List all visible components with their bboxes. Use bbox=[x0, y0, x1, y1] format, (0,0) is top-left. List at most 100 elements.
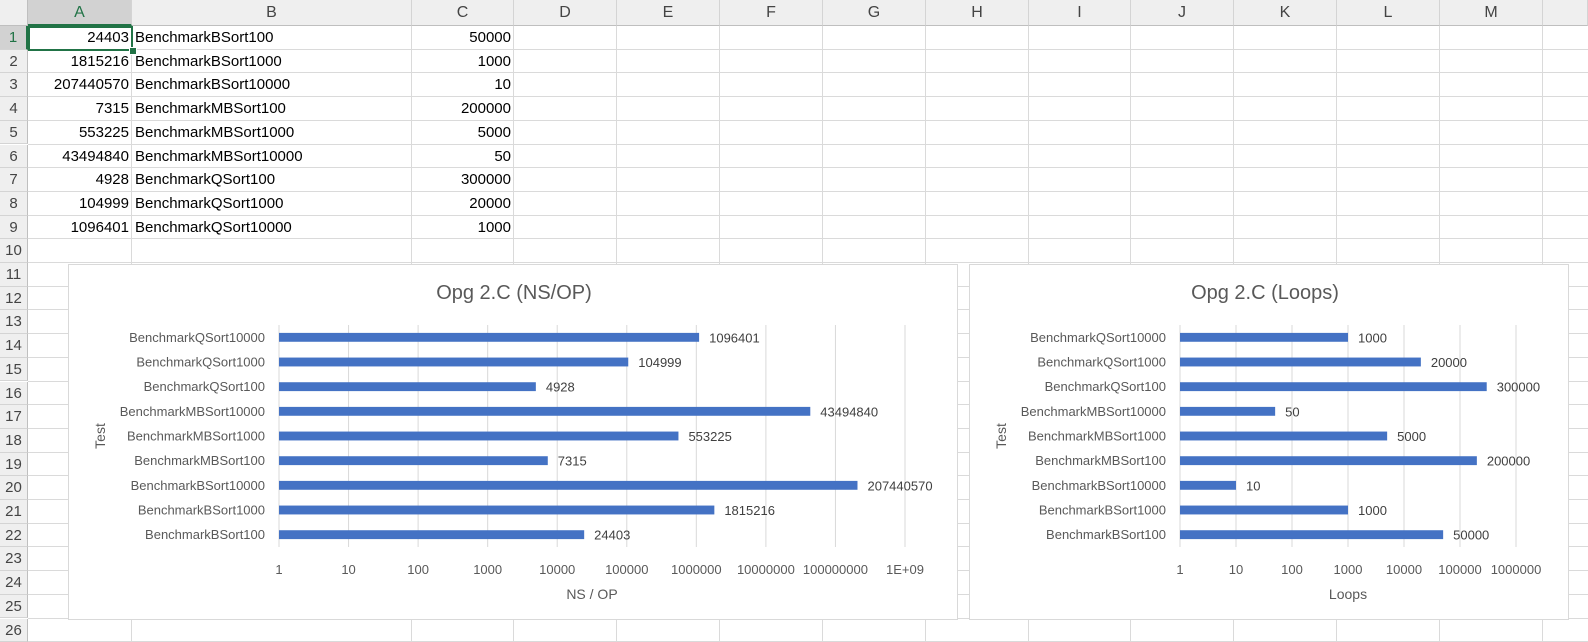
cell-b9[interactable]: BenchmarkQSort10000 bbox=[132, 216, 412, 240]
column-header-f[interactable]: F bbox=[720, 0, 823, 26]
y-category-label: BenchmarkMBSort10000 bbox=[120, 404, 265, 419]
cell-b2[interactable]: BenchmarkBSort1000 bbox=[132, 50, 412, 74]
y-category-label: BenchmarkMBSort1000 bbox=[127, 429, 265, 444]
cell-b8[interactable]: BenchmarkQSort1000 bbox=[132, 192, 412, 216]
cell-c3[interactable]: 10 bbox=[412, 73, 514, 97]
column-header-b[interactable]: B bbox=[132, 0, 412, 26]
y-category-label: BenchmarkQSort100 bbox=[1045, 379, 1166, 394]
row-header-5[interactable]: 5 bbox=[0, 121, 28, 145]
cell-a6[interactable]: 43494840 bbox=[28, 145, 132, 169]
row-header-20[interactable]: 20 bbox=[0, 476, 28, 500]
data-label: 300000 bbox=[1497, 380, 1540, 395]
x-tick-label: 100000000 bbox=[803, 562, 868, 577]
row-header-6[interactable]: 6 bbox=[0, 145, 28, 169]
row-header-2[interactable]: 2 bbox=[0, 50, 28, 74]
y-axis-title: Test bbox=[993, 423, 1009, 449]
row-header-17[interactable]: 17 bbox=[0, 405, 28, 429]
x-tick-label: 10000 bbox=[1386, 562, 1422, 577]
cell-b7[interactable]: BenchmarkQSort100 bbox=[132, 168, 412, 192]
column-header-h[interactable]: H bbox=[926, 0, 1029, 26]
data-label: 200000 bbox=[1487, 454, 1530, 469]
cell-b5[interactable]: BenchmarkMBSort1000 bbox=[132, 121, 412, 145]
row-header-23[interactable]: 23 bbox=[0, 547, 28, 571]
row-header-1[interactable]: 1 bbox=[0, 26, 28, 50]
row-header-18[interactable]: 18 bbox=[0, 429, 28, 453]
row-header-25[interactable]: 25 bbox=[0, 595, 28, 619]
cell-a7[interactable]: 4928 bbox=[28, 168, 132, 192]
column-header-m[interactable]: M bbox=[1440, 0, 1543, 26]
cell-c4[interactable]: 200000 bbox=[412, 97, 514, 121]
column-header-d[interactable]: D bbox=[514, 0, 617, 26]
x-tick-label: 1000000 bbox=[671, 562, 722, 577]
x-tick-label: 1000 bbox=[1334, 562, 1363, 577]
cell-c9[interactable]: 1000 bbox=[412, 216, 514, 240]
x-tick-label: 100 bbox=[1281, 562, 1303, 577]
data-label: 43494840 bbox=[820, 404, 878, 419]
x-tick-label: 1E+09 bbox=[886, 562, 924, 577]
cell-a2[interactable]: 1815216 bbox=[28, 50, 132, 74]
row-header-16[interactable]: 16 bbox=[0, 382, 28, 406]
cell-c6[interactable]: 50 bbox=[412, 145, 514, 169]
column-header-e[interactable]: E bbox=[617, 0, 720, 26]
row-header-21[interactable]: 21 bbox=[0, 500, 28, 524]
cell-b6[interactable]: BenchmarkMBSort10000 bbox=[132, 145, 412, 169]
cell-a3[interactable]: 207440570 bbox=[28, 73, 132, 97]
column-header-c[interactable]: C bbox=[412, 0, 514, 26]
y-category-label: BenchmarkMBSort1000 bbox=[1028, 429, 1166, 444]
cell-c5[interactable]: 5000 bbox=[412, 121, 514, 145]
data-label: 4928 bbox=[546, 380, 575, 395]
row-header-12[interactable]: 12 bbox=[0, 287, 28, 311]
row-header-22[interactable]: 22 bbox=[0, 524, 28, 548]
row-header-7[interactable]: 7 bbox=[0, 168, 28, 192]
data-label: 5000 bbox=[1397, 429, 1426, 444]
cell-b4[interactable]: BenchmarkMBSort100 bbox=[132, 97, 412, 121]
row-header-4[interactable]: 4 bbox=[0, 97, 28, 121]
column-header-j[interactable]: J bbox=[1131, 0, 1234, 26]
row-header-13[interactable]: 13 bbox=[0, 310, 28, 334]
cell-c2[interactable]: 1000 bbox=[412, 50, 514, 74]
select-all-corner[interactable] bbox=[0, 0, 28, 26]
cell-c1[interactable]: 50000 bbox=[412, 26, 514, 50]
column-header-a[interactable]: A bbox=[28, 0, 132, 26]
bar-BenchmarkQSort100 bbox=[279, 382, 536, 391]
bar-BenchmarkBSort100 bbox=[279, 530, 584, 539]
data-label: 1000 bbox=[1358, 503, 1387, 518]
column-header-k[interactable]: K bbox=[1234, 0, 1337, 26]
row-header-11[interactable]: 11 bbox=[0, 263, 28, 287]
gridline-horizontal bbox=[28, 262, 1588, 263]
row-header-14[interactable]: 14 bbox=[0, 334, 28, 358]
bar-BenchmarkBSort100 bbox=[1180, 530, 1443, 539]
row-header-10[interactable]: 10 bbox=[0, 239, 28, 263]
x-tick-label: 1 bbox=[1176, 562, 1183, 577]
column-header-l[interactable]: L bbox=[1337, 0, 1440, 26]
row-header-19[interactable]: 19 bbox=[0, 453, 28, 477]
y-category-label: BenchmarkMBSort10000 bbox=[1021, 404, 1166, 419]
cell-b3[interactable]: BenchmarkBSort10000 bbox=[132, 73, 412, 97]
column-header-g[interactable]: G bbox=[823, 0, 926, 26]
cell-c7[interactable]: 300000 bbox=[412, 168, 514, 192]
bar-BenchmarkBSort10000 bbox=[1180, 481, 1236, 490]
cell-a9[interactable]: 1096401 bbox=[28, 216, 132, 240]
cell-a8[interactable]: 104999 bbox=[28, 192, 132, 216]
row-header-8[interactable]: 8 bbox=[0, 192, 28, 216]
row-header-3[interactable]: 3 bbox=[0, 73, 28, 97]
fill-handle[interactable] bbox=[129, 47, 137, 55]
cell-c8[interactable]: 20000 bbox=[412, 192, 514, 216]
y-category-label: BenchmarkBSort1000 bbox=[138, 503, 265, 518]
row-header-9[interactable]: 9 bbox=[0, 216, 28, 240]
column-header-i[interactable]: I bbox=[1029, 0, 1131, 26]
cell-b1[interactable]: BenchmarkBSort100 bbox=[132, 26, 412, 50]
y-category-label: BenchmarkBSort10000 bbox=[1032, 478, 1166, 493]
y-category-label: BenchmarkBSort100 bbox=[1046, 527, 1166, 542]
cell-a4[interactable]: 7315 bbox=[28, 97, 132, 121]
cell-a5[interactable]: 553225 bbox=[28, 121, 132, 145]
y-axis-title: Test bbox=[92, 423, 108, 449]
row-header-24[interactable]: 24 bbox=[0, 571, 28, 595]
row-header-26[interactable]: 26 bbox=[0, 619, 28, 642]
data-label: 7315 bbox=[558, 454, 587, 469]
row-header-15[interactable]: 15 bbox=[0, 358, 28, 382]
